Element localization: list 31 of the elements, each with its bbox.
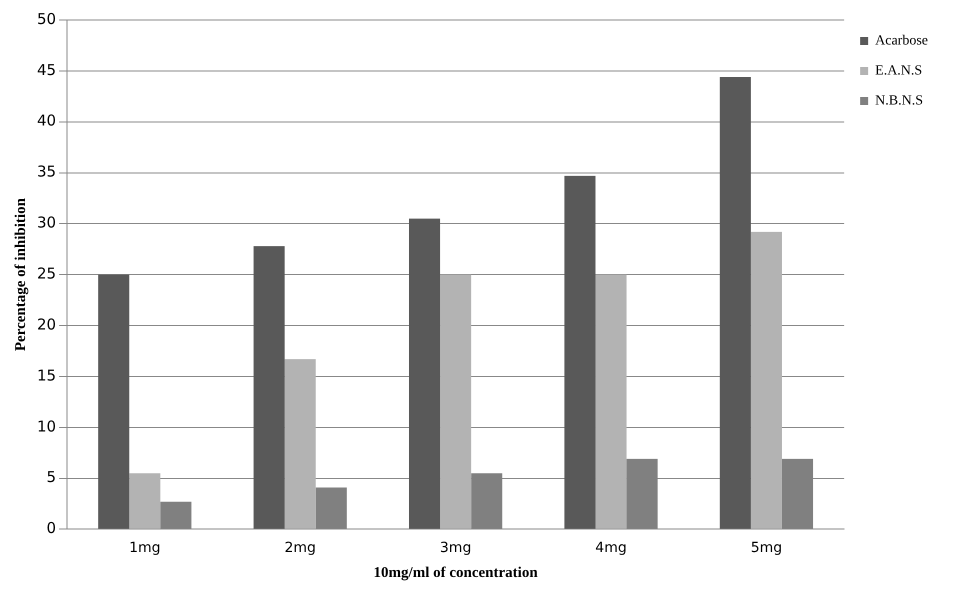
y-tick-label: 5	[46, 468, 56, 486]
x-tick-label: 1mg	[129, 540, 161, 556]
y-tick-label: 20	[36, 315, 56, 334]
y-tick-label: 40	[36, 112, 56, 130]
bar	[129, 473, 160, 529]
y-tick-label: 0	[46, 519, 56, 538]
y-tick-label: 45	[36, 60, 56, 79]
y-axis-title: Percentage of inhibition	[12, 197, 29, 352]
y-tick-label: 10	[36, 417, 56, 436]
bar	[720, 77, 751, 529]
bar	[595, 274, 627, 529]
y-tick-label: 30	[36, 214, 56, 232]
x-tick-label: 2mg	[284, 540, 316, 556]
bar	[408, 218, 440, 529]
legend-label: E.A.N.S	[875, 64, 922, 79]
x-axis-title: 10mg/ml of concentration	[374, 564, 538, 581]
bar	[564, 176, 596, 529]
x-tick-label: 5mg	[750, 540, 782, 556]
x-tick-label: 4mg	[595, 540, 627, 556]
bar	[440, 274, 472, 529]
y-tick-label: 15	[36, 366, 56, 384]
y-tick-label: 25	[36, 264, 56, 282]
legend-label: N.B.N.S	[875, 94, 923, 109]
bar	[98, 274, 130, 529]
y-tick-label: 50	[36, 10, 56, 28]
bar	[254, 246, 285, 529]
legend-label: Acarbose	[875, 34, 928, 49]
bar	[750, 232, 782, 529]
y-tick-label: 35	[36, 162, 56, 181]
bar	[284, 359, 316, 529]
x-tick-label: 3mg	[440, 540, 472, 556]
